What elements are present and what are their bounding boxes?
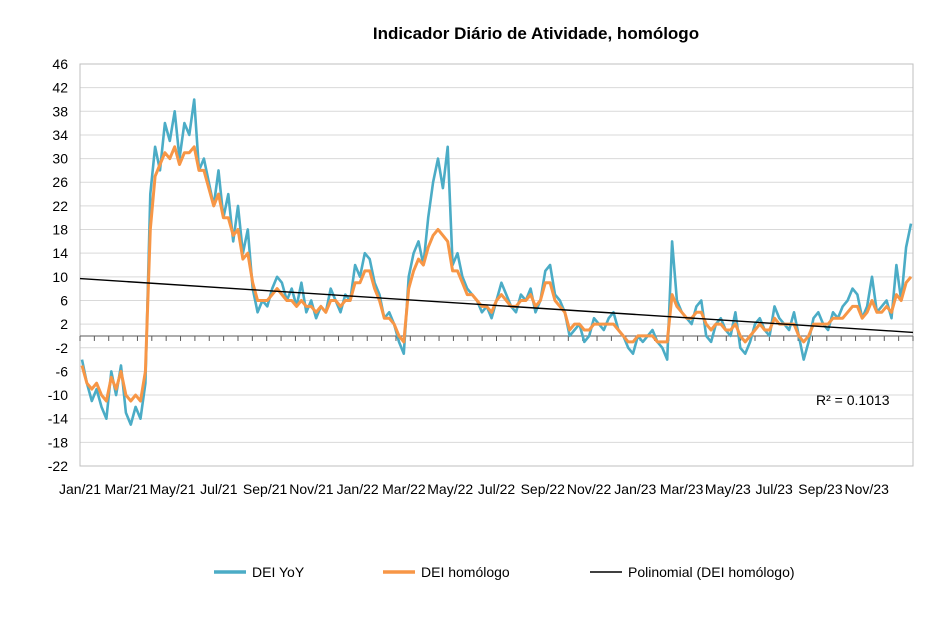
x-tick-label: Nov/23 — [845, 481, 890, 497]
y-tick-label: 26 — [52, 174, 68, 190]
series-line-dei-yoy — [80, 98, 913, 426]
r-squared-annotation: R² = 0.1013 — [816, 392, 890, 408]
legend: DEI YoY DEI homólogo Polinomial (DEI homól… — [214, 564, 795, 580]
x-tick-label: Jan/23 — [614, 481, 656, 497]
x-tick-label: Jan/22 — [337, 481, 379, 497]
y-tick-label: 6 — [60, 292, 68, 308]
y-tick-label: 10 — [52, 269, 68, 285]
x-tick-label: May/21 — [150, 481, 196, 497]
y-tick-label: -18 — [48, 434, 68, 450]
series-line-dei-homologo — [80, 145, 913, 403]
y-tick-label: -22 — [48, 458, 68, 474]
x-axis-ticks: Jan/21 Mar/21 May/21 Jul/21 Sep/21 Nov/21 Jan/… — [59, 481, 889, 497]
y-axis-ticks: 46 42 38 34 30 26 22 18 14 10 6 2 -2 -6 -10 -14 -18 -22 — [48, 56, 68, 474]
x-tick-label: Jan/21 — [59, 481, 101, 497]
x-tick-label: Sep/21 — [243, 481, 288, 497]
y-tick-label: -14 — [48, 411, 68, 427]
x-tick-label: Sep/23 — [798, 481, 843, 497]
legend-label: Polinomial (DEI homólogo) — [628, 564, 795, 580]
y-tick-label: 22 — [52, 198, 68, 214]
x-tick-label: Sep/22 — [521, 481, 566, 497]
x-tick-label: Jul/21 — [200, 481, 238, 497]
x-tick-label: May/23 — [705, 481, 751, 497]
x-tick-label: Mar/22 — [382, 481, 426, 497]
x-tick-label: Nov/22 — [567, 481, 612, 497]
y-tick-label: -10 — [48, 387, 68, 403]
chart-title: Indicador Diário de Atividade, homólogo — [373, 24, 699, 43]
series-line-polinomial-trend — [79, 277, 914, 334]
y-tick-label: -2 — [56, 340, 69, 356]
x-tick-label: Mar/21 — [104, 481, 148, 497]
plot-area — [79, 63, 914, 467]
y-tick-label: 14 — [52, 245, 68, 261]
y-tick-label: 46 — [52, 56, 68, 72]
y-tick-label: 34 — [52, 127, 68, 143]
y-tick-label: 18 — [52, 222, 68, 238]
legend-label: DEI homólogo — [421, 564, 510, 580]
plot-border — [79, 63, 914, 467]
legend-label: DEI YoY — [252, 564, 305, 580]
y-tick-label: 42 — [52, 80, 68, 96]
y-tick-label: 2 — [60, 316, 68, 332]
x-tick-label: Jul/23 — [755, 481, 793, 497]
x-tick-label: Nov/21 — [289, 481, 334, 497]
y-tick-label: -6 — [56, 363, 69, 379]
y-tick-label: 38 — [52, 103, 68, 119]
x-tick-label: Jul/22 — [478, 481, 516, 497]
y-tick-label: 30 — [52, 151, 68, 167]
x-tick-label: May/22 — [427, 481, 473, 497]
x-tick-label: Mar/23 — [660, 481, 704, 497]
